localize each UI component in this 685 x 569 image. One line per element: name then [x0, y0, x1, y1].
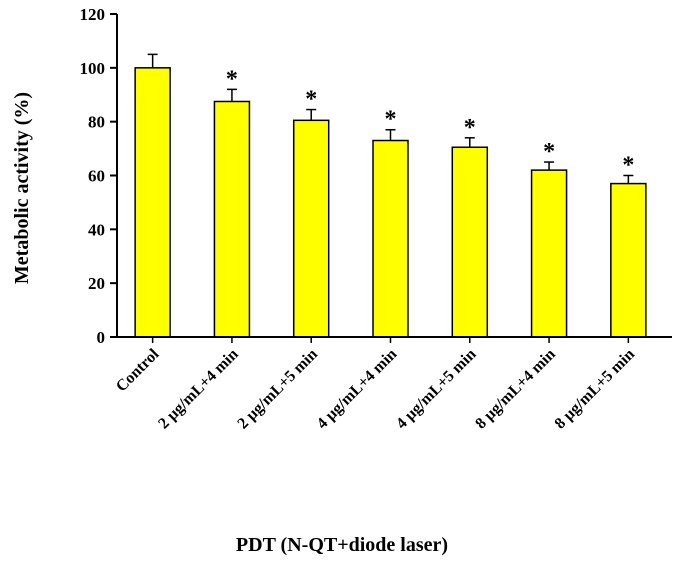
y-axis: 0 20 40 60 80 100 120	[80, 5, 118, 347]
y-tick-label: 20	[88, 274, 105, 293]
bar	[372, 139, 409, 338]
bar	[451, 146, 489, 338]
significance-marker: *	[464, 115, 476, 141]
significance-marker: *	[226, 66, 238, 92]
bar	[213, 100, 251, 338]
bar	[292, 119, 330, 338]
y-tick-label: 40	[88, 220, 105, 239]
bar	[530, 169, 568, 338]
x-tick-label: 4 µg/mL+4 min	[314, 346, 401, 433]
significance-marker: *	[622, 153, 634, 179]
y-tick-label: 120	[80, 5, 106, 24]
x-tick-label: 8 µg/mL+5 min	[552, 346, 639, 433]
significance-marker: *	[543, 139, 555, 165]
y-tick-label: 60	[88, 167, 105, 186]
bar	[610, 182, 647, 338]
x-tick-label: 4 µg/mL+5 min	[393, 346, 480, 433]
x-tick-label: 2 µg/mL+4 min	[155, 346, 242, 433]
significance-marker: *	[305, 87, 317, 113]
significance-marker: *	[385, 107, 397, 133]
bar	[134, 67, 171, 338]
y-tick-label: 0	[97, 328, 106, 347]
x-tick-label: 2 µg/mL+5 min	[234, 346, 321, 433]
y-axis-label: Metabolic activity (%)	[11, 92, 33, 284]
x-tick-label: Control	[113, 345, 163, 395]
x-axis-label: PDT (N-QT+diode laser)	[236, 534, 448, 556]
y-tick-label: 100	[80, 59, 106, 78]
bars: * * * * * *	[134, 53, 647, 338]
y-tick-label: 80	[88, 113, 105, 132]
x-tick-label: 8 µg/mL+4 min	[472, 346, 559, 433]
